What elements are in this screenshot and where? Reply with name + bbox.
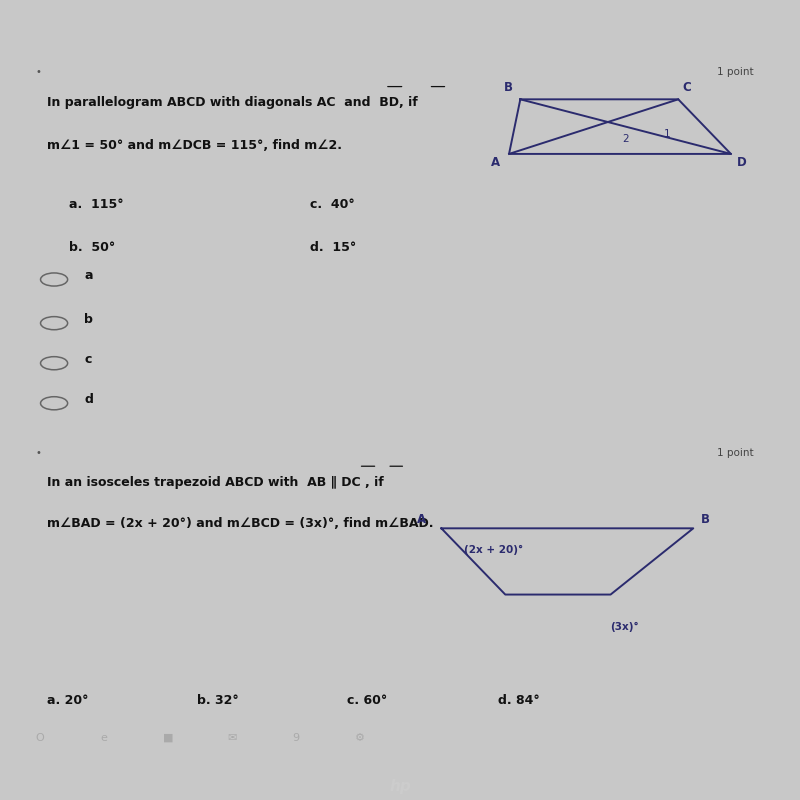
Text: d: d: [84, 393, 93, 406]
Text: b. 32°: b. 32°: [197, 694, 238, 707]
Text: D: D: [737, 156, 746, 169]
Text: c. 60°: c. 60°: [347, 694, 388, 707]
Text: c: c: [84, 353, 91, 366]
Text: a.  115°: a. 115°: [69, 198, 124, 210]
Text: m∠1 = 50° and m∠DCB = 115°, find m∠2.: m∠1 = 50° and m∠DCB = 115°, find m∠2.: [46, 139, 342, 152]
Text: •: •: [35, 448, 41, 458]
Text: 9: 9: [293, 733, 299, 743]
Text: (3x)°: (3x)°: [610, 622, 639, 632]
Text: B: B: [504, 81, 513, 94]
Text: ⚙: ⚙: [355, 733, 365, 743]
Text: A: A: [491, 156, 500, 169]
Text: In an isosceles trapezoid ABCD with  AB ∥ DC , if: In an isosceles trapezoid ABCD with AB ∥…: [46, 476, 383, 489]
Text: d.  15°: d. 15°: [310, 242, 356, 254]
Text: 1 point: 1 point: [717, 66, 754, 77]
Text: O: O: [36, 733, 44, 743]
Text: b: b: [84, 313, 93, 326]
Text: m∠BAD = (2x + 20°) and m∠BCD = (3x)°, find m∠BAD.: m∠BAD = (2x + 20°) and m∠BCD = (3x)°, fi…: [46, 518, 433, 530]
Text: e: e: [101, 733, 107, 743]
Text: In parallelogram ABCD with diagonals AC  and  BD, if: In parallelogram ABCD with diagonals AC …: [46, 96, 418, 109]
Text: (2x + 20)°: (2x + 20)°: [464, 545, 523, 555]
Text: A: A: [417, 513, 426, 526]
Text: hp: hp: [389, 779, 411, 794]
Text: 1: 1: [664, 129, 670, 139]
Text: 2: 2: [622, 134, 629, 144]
Text: b.  50°: b. 50°: [69, 242, 115, 254]
Text: 1 point: 1 point: [717, 448, 754, 458]
Text: c.  40°: c. 40°: [310, 198, 354, 210]
Text: C: C: [682, 81, 690, 94]
Text: •: •: [35, 66, 41, 77]
Text: ■: ■: [162, 733, 174, 743]
Text: a: a: [84, 270, 93, 282]
Text: B: B: [701, 513, 710, 526]
Text: ✉: ✉: [227, 733, 237, 743]
Text: a. 20°: a. 20°: [46, 694, 88, 707]
Text: d. 84°: d. 84°: [498, 694, 539, 707]
